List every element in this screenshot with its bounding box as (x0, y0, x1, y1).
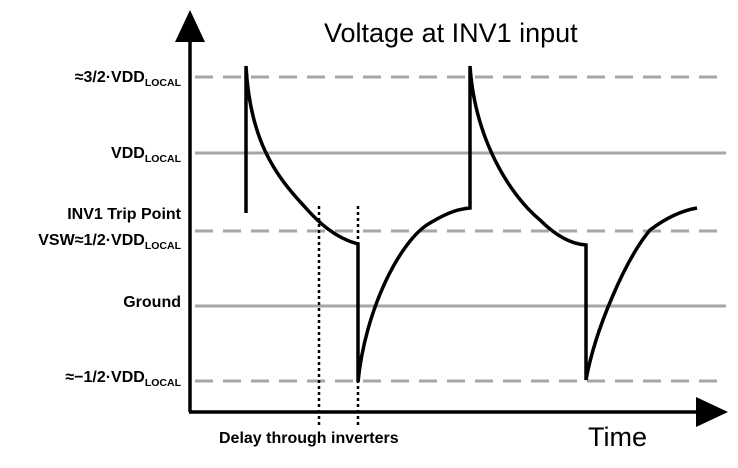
x-axis-label: Time (588, 422, 647, 452)
label-vsw: VSW≈1/2·VDDLOCAL (38, 232, 181, 252)
label-vsw-subscript: LOCAL (144, 240, 181, 252)
label-ground: Ground (123, 295, 181, 311)
y-axis-arrowhead (175, 10, 205, 42)
label-three-halves-vdd-prefix: ≈3/2·VDD (74, 69, 145, 86)
label-three-halves-vdd: ≈3/2·VDDLOCAL (74, 69, 181, 89)
delay-label: Delay through inverters (219, 430, 399, 447)
label-vdd-prefix: VDD (111, 145, 145, 162)
label-three-halves-vdd-subscript: LOCAL (144, 77, 181, 89)
label-trip-point: INV1 Trip Point (67, 207, 181, 223)
label-neg-half-vdd-prefix: ≈−1/2·VDD (65, 369, 145, 386)
x-axis-arrowhead (696, 397, 728, 427)
label-trip-point-text: INV1 Trip Point (67, 206, 181, 223)
waveform (244, 65, 698, 383)
label-vdd-subscript: LOCAL (144, 153, 181, 165)
label-vsw-prefix: VSW≈1/2·VDD (38, 232, 145, 249)
diagram-title: Voltage at INV1 input (324, 18, 578, 48)
label-vdd: VDDLOCAL (111, 145, 181, 165)
label-neg-half-vdd: ≈−1/2·VDDLOCAL (65, 369, 181, 389)
label-neg-half-vdd-subscript: LOCAL (144, 377, 181, 389)
label-ground-text: Ground (123, 294, 181, 311)
